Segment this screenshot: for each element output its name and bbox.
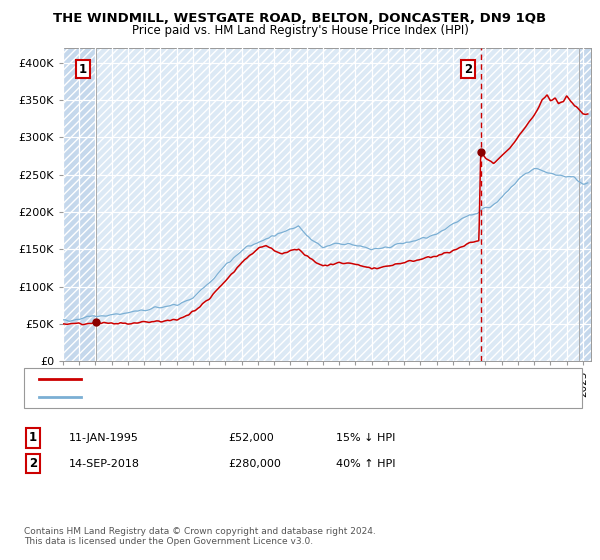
Text: Contains HM Land Registry data © Crown copyright and database right 2024.
This d: Contains HM Land Registry data © Crown c… [24, 526, 376, 546]
Bar [579, 48, 591, 361]
Text: 15% ↓ HPI: 15% ↓ HPI [336, 433, 395, 443]
Bar [63, 48, 96, 361]
Text: £52,000: £52,000 [228, 433, 274, 443]
Text: THE WINDMILL, WESTGATE ROAD, BELTON, DONCASTER, DN9 1QB: THE WINDMILL, WESTGATE ROAD, BELTON, DON… [53, 12, 547, 25]
Text: 14-SEP-2018: 14-SEP-2018 [69, 459, 140, 469]
Text: HPI: Average price, detached house, North Lincolnshire: HPI: Average price, detached house, Nort… [90, 392, 365, 402]
Text: THE WINDMILL, WESTGATE ROAD, BELTON, DONCASTER, DN9 1QB (detached house): THE WINDMILL, WESTGATE ROAD, BELTON, DON… [90, 374, 512, 384]
Text: 2: 2 [29, 457, 37, 470]
Text: 2: 2 [464, 63, 472, 76]
Text: 40% ↑ HPI: 40% ↑ HPI [336, 459, 395, 469]
Text: 1: 1 [29, 431, 37, 445]
Text: £280,000: £280,000 [228, 459, 281, 469]
Text: Price paid vs. HM Land Registry's House Price Index (HPI): Price paid vs. HM Land Registry's House … [131, 24, 469, 37]
Text: 11-JAN-1995: 11-JAN-1995 [69, 433, 139, 443]
Text: 1: 1 [79, 63, 87, 76]
